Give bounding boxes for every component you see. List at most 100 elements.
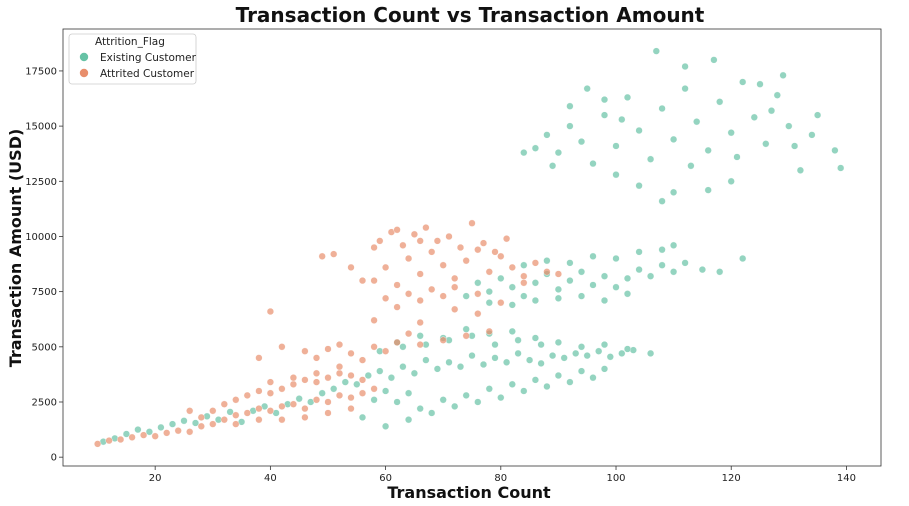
point-attrited-customer-116 [405,330,413,338]
point-existing-customer-77 [531,334,540,342]
point-attrited-customer-107 [370,316,378,324]
point-attrited-customer-34 [312,378,321,386]
point-attrited-customer-49 [312,369,321,377]
point-attrited-customer-68 [439,261,447,269]
point-existing-customer-6 [168,420,177,428]
point-attrited-customer-65 [405,254,413,263]
y-tick-label-15000: 15000 [25,122,57,133]
point-existing-customer-28 [422,356,430,364]
point-attrited-customer-37 [347,371,355,380]
point-existing-customer-81 [623,345,632,353]
point-existing-customer-146 [727,129,735,137]
point-attrited-customer-43 [324,409,332,417]
point-attrited-customer-111 [497,299,505,307]
point-attrited-customer-58 [439,336,447,344]
point-existing-customer-22 [353,380,361,388]
point-existing-customer-38 [537,359,545,368]
point-existing-customer-104 [612,283,620,291]
x-tick-label-120: 120 [722,473,741,484]
point-existing-customer-99 [554,285,563,294]
point-attrited-customer-80 [405,290,413,298]
point-attrited-customer-18 [301,405,309,413]
point-attrited-customer-9 [197,422,205,430]
x-tick-label-40: 40 [264,473,277,484]
point-existing-customer-4 [145,428,154,436]
point-attrited-customer-91 [433,237,442,245]
point-existing-customer-168 [756,80,764,88]
point-existing-customer-41 [572,349,580,358]
point-existing-customer-126 [635,248,643,256]
point-existing-customer-91 [462,292,470,300]
point-existing-customer-100 [566,277,574,285]
point-existing-customer-109 [669,268,678,276]
point-attrited-customer-29 [255,387,263,395]
point-existing-customer-72 [416,332,424,340]
point-existing-customer-150 [773,91,781,99]
point-attrited-customer-11 [220,416,228,424]
point-attrited-customer-7 [174,427,182,435]
point-existing-customer-132 [566,122,574,130]
point-attrited-customer-13 [243,409,251,417]
legend: Attrition_Flag Existing Customer Attrite… [68,33,197,85]
x-tick-label-20: 20 [149,473,162,484]
point-attrited-customer-93 [456,243,465,252]
point-existing-customer-61 [382,422,390,430]
x-axis-title: Transaction Count [387,483,551,502]
points-layer [93,47,845,448]
point-existing-customer-90 [537,341,545,349]
point-attrited-customer-23 [358,389,367,397]
point-attrited-customer-90 [422,224,430,232]
point-existing-customer-151 [785,122,793,130]
point-existing-customer-35 [503,358,511,366]
point-existing-customer-105 [623,274,632,283]
point-existing-customer-133 [577,138,586,146]
point-existing-customer-156 [652,47,660,55]
point-existing-customer-56 [531,376,540,384]
point-existing-customer-69 [566,378,574,386]
point-attrited-customer-40 [255,416,263,424]
point-attrited-customer-76 [531,259,540,267]
point-existing-customer-154 [831,146,839,155]
legend-title: Attrition_Flag [95,36,165,48]
point-existing-customer-124 [589,252,597,260]
point-existing-customer-19 [318,389,326,397]
point-existing-customer-50 [405,389,413,397]
point-existing-customer-167 [681,62,689,71]
point-attrited-customer-52 [324,345,332,353]
point-attrited-customer-31 [278,385,286,393]
point-existing-customer-68 [543,382,551,391]
point-attrited-customer-115 [485,327,493,336]
point-existing-customer-78 [554,338,563,347]
legend-marker-attrited-customer [79,68,89,78]
point-attrited-customer-67 [428,248,436,256]
point-existing-customer-102 [589,281,597,289]
point-existing-customer-47 [370,396,378,404]
point-attrited-customer-105 [255,354,263,362]
point-existing-customer-107 [646,272,655,280]
legend-label-existing-customer: Existing Customer [100,52,197,64]
point-existing-customer-131 [554,149,563,157]
point-existing-customer-177 [813,111,822,119]
point-existing-customer-111 [698,266,707,274]
point-existing-customer-162 [704,186,712,194]
point-attrited-customer-32 [289,380,298,388]
y-tick-label-10000: 10000 [25,232,57,243]
point-attrited-customer-72 [485,268,493,276]
point-attrited-customer-54 [370,343,378,351]
point-existing-customer-65 [474,398,482,406]
point-attrited-customer-15 [266,407,275,415]
point-attrited-customer-102 [358,277,367,285]
point-attrited-customer-94 [468,219,476,227]
point-existing-customer-24 [376,367,384,375]
x-tick-label-140: 140 [837,473,856,484]
point-existing-customer-37 [525,356,534,364]
point-attrited-customer-28 [243,391,251,400]
point-existing-customer-26 [399,363,407,371]
point-existing-customer-7 [180,417,188,425]
point-existing-customer-128 [669,241,678,249]
point-attrited-customer-51 [301,347,309,355]
point-existing-customer-108 [658,261,666,269]
point-attrited-customer-108 [416,318,424,327]
point-existing-customer-157 [710,56,718,64]
point-attrited-customer-5 [151,432,159,440]
